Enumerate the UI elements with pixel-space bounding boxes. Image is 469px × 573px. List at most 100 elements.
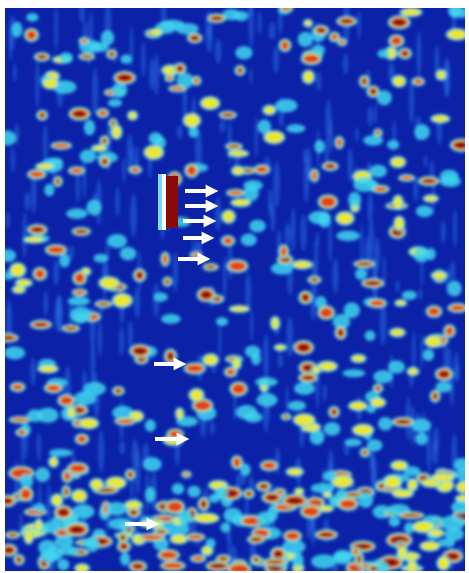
heat-blob (254, 117, 258, 158)
heat-blob (43, 78, 58, 89)
heat-blob (250, 352, 261, 366)
heat-blob (303, 70, 314, 83)
heat-blob (374, 186, 388, 192)
heat-blob (10, 263, 25, 277)
heat-blob (277, 352, 283, 368)
heat-blob (72, 504, 95, 519)
heat-blob (72, 490, 87, 502)
heat-blob (90, 479, 103, 490)
heat-blob (302, 506, 320, 517)
heat-blob (64, 488, 68, 495)
heat-blob (322, 471, 337, 481)
bar (166, 176, 178, 228)
heat-blob (220, 522, 231, 533)
heat-blob (384, 476, 401, 488)
heat-blob (29, 171, 44, 178)
heat-blob (36, 407, 59, 423)
heat-blob (418, 288, 423, 301)
heat-blob (75, 564, 89, 571)
heat-blob (342, 369, 366, 378)
heat-blob (10, 146, 15, 173)
heat-blob (102, 138, 107, 144)
heat-blob (106, 477, 126, 489)
heat-blob (167, 76, 173, 80)
heat-blob (245, 272, 252, 311)
heat-blob (431, 474, 454, 481)
heat-blob (355, 127, 359, 143)
heat-blob (413, 247, 430, 263)
heat-blob (401, 290, 417, 300)
heat-blob (206, 265, 215, 269)
heat-blob (282, 539, 306, 555)
heat-blob (376, 90, 392, 106)
heat-blob (98, 488, 114, 492)
heat-blob (69, 464, 87, 473)
heat-blob (205, 538, 216, 549)
heat-blob (130, 193, 137, 238)
heat-blob (42, 124, 48, 166)
heat-blob (435, 381, 452, 393)
heat-blob (268, 22, 276, 40)
heat-blob (16, 557, 22, 563)
heat-blob (5, 249, 17, 263)
heat-blob (190, 389, 203, 401)
heat-blob (292, 552, 304, 568)
heat-blob (111, 121, 115, 125)
heat-blob (58, 545, 80, 556)
heat-blob (76, 229, 87, 234)
heat-blob (445, 326, 454, 336)
heat-blob (363, 135, 384, 146)
heat-blob (161, 19, 185, 30)
heat-blob (26, 409, 43, 423)
heat-blob (186, 364, 204, 373)
heat-blob (249, 219, 266, 233)
heat-blob (432, 115, 449, 123)
heat-blob (141, 41, 146, 78)
heat-blob (119, 246, 137, 261)
heat-blob (439, 371, 449, 378)
heat-blob (112, 125, 121, 139)
heat-blob (398, 546, 407, 559)
heat-blob (264, 131, 284, 143)
heat-blob (439, 175, 461, 188)
heat-blob (79, 8, 86, 24)
heat-blob (331, 33, 338, 40)
heat-blob (5, 130, 17, 146)
heat-blob (40, 521, 61, 534)
heat-blob (333, 549, 352, 565)
heat-blob (5, 547, 14, 554)
heat-blob (52, 494, 62, 506)
heat-blob (347, 148, 354, 182)
heat-blob (235, 46, 253, 60)
heat-blob (229, 145, 239, 148)
heat-blob (288, 400, 306, 411)
heat-blob (70, 168, 83, 173)
heat-blob (420, 333, 424, 369)
heat-blob (447, 553, 459, 560)
heat-blob (36, 432, 42, 461)
heat-blob (109, 52, 114, 57)
heat-blob (171, 483, 185, 495)
heat-blob (408, 560, 417, 571)
heat-blob (335, 489, 348, 499)
heat-blob (331, 409, 337, 415)
heat-blob (222, 255, 227, 300)
heat-blob (319, 505, 333, 512)
heat-blob (316, 71, 322, 92)
heat-blob (13, 63, 17, 82)
heat-blob (93, 253, 109, 263)
heat-blob (285, 385, 289, 418)
heat-blob (57, 558, 70, 571)
heat-blob (120, 543, 128, 549)
heat-blob (379, 299, 387, 346)
heat-blob (352, 355, 365, 362)
heat-blob (457, 481, 465, 493)
heat-blob (20, 488, 31, 500)
heat-blob (16, 279, 32, 286)
heat-blob (438, 557, 449, 570)
heat-blob (322, 384, 327, 402)
heat-blob (209, 421, 216, 435)
heat-blob (414, 79, 423, 84)
heat-blob (99, 277, 119, 289)
